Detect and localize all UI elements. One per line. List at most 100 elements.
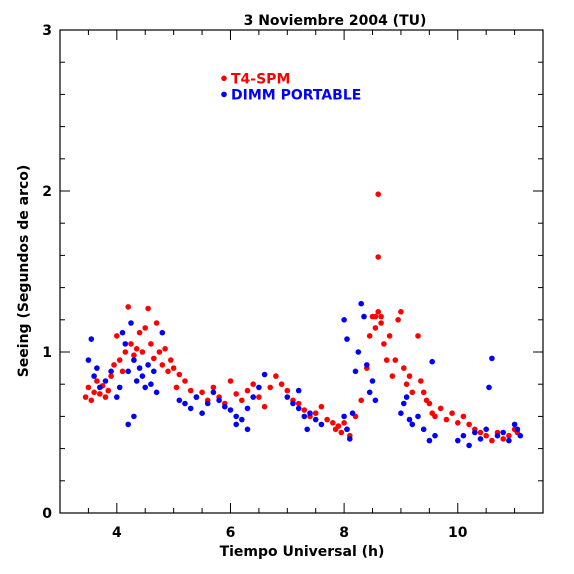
data-point	[151, 355, 157, 362]
data-point	[273, 373, 279, 379]
data-point	[239, 416, 245, 423]
data-point	[204, 400, 211, 407]
data-point	[91, 373, 97, 379]
data-point	[395, 317, 401, 323]
data-point	[426, 400, 433, 407]
data-point	[91, 389, 97, 396]
data-point	[301, 407, 308, 413]
data-point	[210, 389, 217, 396]
data-point	[358, 397, 365, 404]
data-point	[85, 357, 92, 363]
data-point	[426, 437, 433, 444]
data-point	[159, 362, 166, 368]
data-point	[216, 397, 222, 404]
data-point	[364, 362, 370, 368]
data-point	[307, 410, 313, 417]
plot-frame	[59, 29, 544, 514]
data-point	[94, 378, 100, 384]
data-point	[142, 384, 148, 391]
data-point	[304, 426, 311, 433]
data-point	[176, 397, 183, 404]
data-point	[401, 400, 407, 407]
data-point	[443, 416, 450, 423]
y-axis-label: Seeing (Segundos de arco)	[16, 165, 32, 378]
y-tick-label: 0	[42, 506, 52, 522]
data-point	[455, 420, 461, 426]
y-tick-label: 1	[42, 345, 52, 361]
data-point	[318, 403, 325, 410]
data-point	[131, 413, 137, 420]
data-point	[199, 410, 205, 417]
data-point	[466, 421, 472, 428]
data-point	[148, 341, 154, 347]
data-point	[182, 378, 188, 384]
x-tick-label: 6	[226, 525, 236, 541]
data-point	[210, 384, 217, 391]
data-point	[344, 336, 350, 342]
data-point	[122, 349, 129, 355]
data-point	[151, 368, 157, 375]
data-point	[372, 325, 379, 331]
data-point	[383, 357, 390, 363]
data-point	[125, 368, 131, 375]
data-point	[125, 304, 131, 310]
data-point	[455, 437, 461, 444]
data-point	[133, 346, 140, 352]
data-point	[284, 387, 291, 394]
data-point	[119, 329, 126, 336]
y-tick-label: 3	[42, 23, 52, 39]
data-point	[133, 378, 140, 384]
data-point	[330, 420, 336, 426]
data-point	[358, 300, 365, 307]
data-point	[489, 437, 495, 444]
data-point	[352, 368, 359, 375]
data-point	[375, 191, 382, 197]
data-point	[261, 403, 268, 410]
data-point	[102, 378, 109, 384]
data-point	[429, 358, 436, 365]
data-point	[159, 329, 166, 336]
data-point	[227, 407, 234, 413]
data-point	[489, 355, 495, 362]
data-point	[378, 320, 384, 326]
data-point	[233, 421, 239, 428]
data-point	[401, 365, 407, 371]
data-point	[227, 378, 234, 384]
data-point	[511, 421, 518, 428]
data-point	[97, 391, 103, 397]
data-point	[233, 391, 239, 397]
data-point	[381, 341, 387, 347]
data-point	[335, 423, 342, 429]
data-point	[290, 400, 296, 407]
data-point	[361, 313, 367, 320]
data-point	[244, 405, 251, 412]
data-point	[415, 333, 421, 339]
data-point	[366, 389, 373, 396]
data-points	[82, 191, 524, 449]
y-tick-labels: 0 1 2 3	[42, 23, 52, 522]
data-point	[324, 416, 330, 423]
data-point	[392, 357, 399, 363]
data-point	[403, 381, 410, 388]
data-point	[182, 400, 188, 407]
chart-title: 3 Noviembre 2004 (TU)	[244, 13, 427, 29]
data-point	[128, 320, 134, 326]
data-point	[406, 373, 413, 379]
data-point	[193, 394, 200, 400]
series-dimm-portable	[85, 300, 524, 449]
data-point	[403, 394, 410, 400]
data-point	[312, 416, 319, 423]
data-point	[261, 371, 268, 378]
data-point	[111, 362, 117, 368]
data-point	[341, 420, 347, 426]
data-point	[301, 413, 308, 420]
legend-label: DIMM PORTABLE	[231, 87, 361, 103]
data-point	[165, 368, 171, 375]
legend-marker	[221, 91, 227, 98]
data-point	[136, 329, 143, 336]
data-point	[366, 333, 373, 339]
data-point	[250, 381, 256, 388]
series-t4-spm	[82, 191, 521, 444]
data-point	[119, 368, 126, 375]
